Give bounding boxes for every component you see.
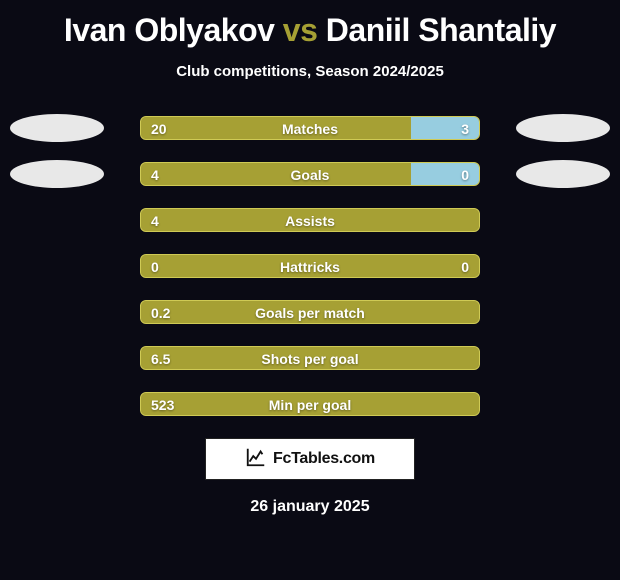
stat-row: 00Hattricks [0, 254, 620, 278]
stat-bar: 4Assists [140, 208, 480, 232]
vs-text: vs [283, 12, 318, 48]
player2-badge [516, 160, 610, 188]
stat-value-left: 0 [141, 255, 169, 278]
stat-bar: 00Hattricks [140, 254, 480, 278]
stat-value-left: 4 [141, 163, 169, 186]
player1-badge [10, 114, 104, 142]
player2-name: Daniil Shantaliy [326, 12, 556, 48]
stat-row: 40Goals [0, 162, 620, 186]
stat-row: 4Assists [0, 208, 620, 232]
stat-row: 6.5Shots per goal [0, 346, 620, 370]
page-title: Ivan Oblyakov vs Daniil Shantaliy [0, 0, 620, 49]
stat-value-right: 3 [451, 117, 479, 140]
stat-value-right: 0 [451, 163, 479, 186]
footer-date: 26 january 2025 [0, 498, 620, 516]
stat-bar-left [141, 255, 479, 277]
chart-icon [245, 446, 267, 473]
subtitle: Club competitions, Season 2024/2025 [0, 63, 620, 80]
stat-row: 523Min per goal [0, 392, 620, 416]
stat-bar: 203Matches [140, 116, 480, 140]
stat-bar-left [141, 117, 411, 139]
stat-bar: 0.2Goals per match [140, 300, 480, 324]
stat-value-left: 6.5 [141, 347, 180, 370]
stat-bar-left [141, 393, 479, 415]
stat-rows: 203Matches40Goals4Assists00Hattricks0.2G… [0, 116, 620, 416]
footer-logo-text: FcTables.com [273, 450, 375, 468]
stat-value-left: 523 [141, 393, 184, 416]
stat-bar: 523Min per goal [140, 392, 480, 416]
player2-badge [516, 114, 610, 142]
stat-bar: 40Goals [140, 162, 480, 186]
stat-value-left: 4 [141, 209, 169, 232]
footer-logo: FcTables.com [205, 438, 415, 480]
stat-bar-left [141, 347, 479, 369]
stat-value-left: 20 [141, 117, 177, 140]
stat-row: 0.2Goals per match [0, 300, 620, 324]
stat-row: 203Matches [0, 116, 620, 140]
stat-bar-left [141, 209, 479, 231]
player1-badge [10, 160, 104, 188]
stat-bar-left [141, 163, 411, 185]
stat-bar: 6.5Shots per goal [140, 346, 480, 370]
stat-value-right: 0 [451, 255, 479, 278]
stat-value-left: 0.2 [141, 301, 180, 324]
player1-name: Ivan Oblyakov [64, 12, 274, 48]
stat-bar-left [141, 301, 479, 323]
